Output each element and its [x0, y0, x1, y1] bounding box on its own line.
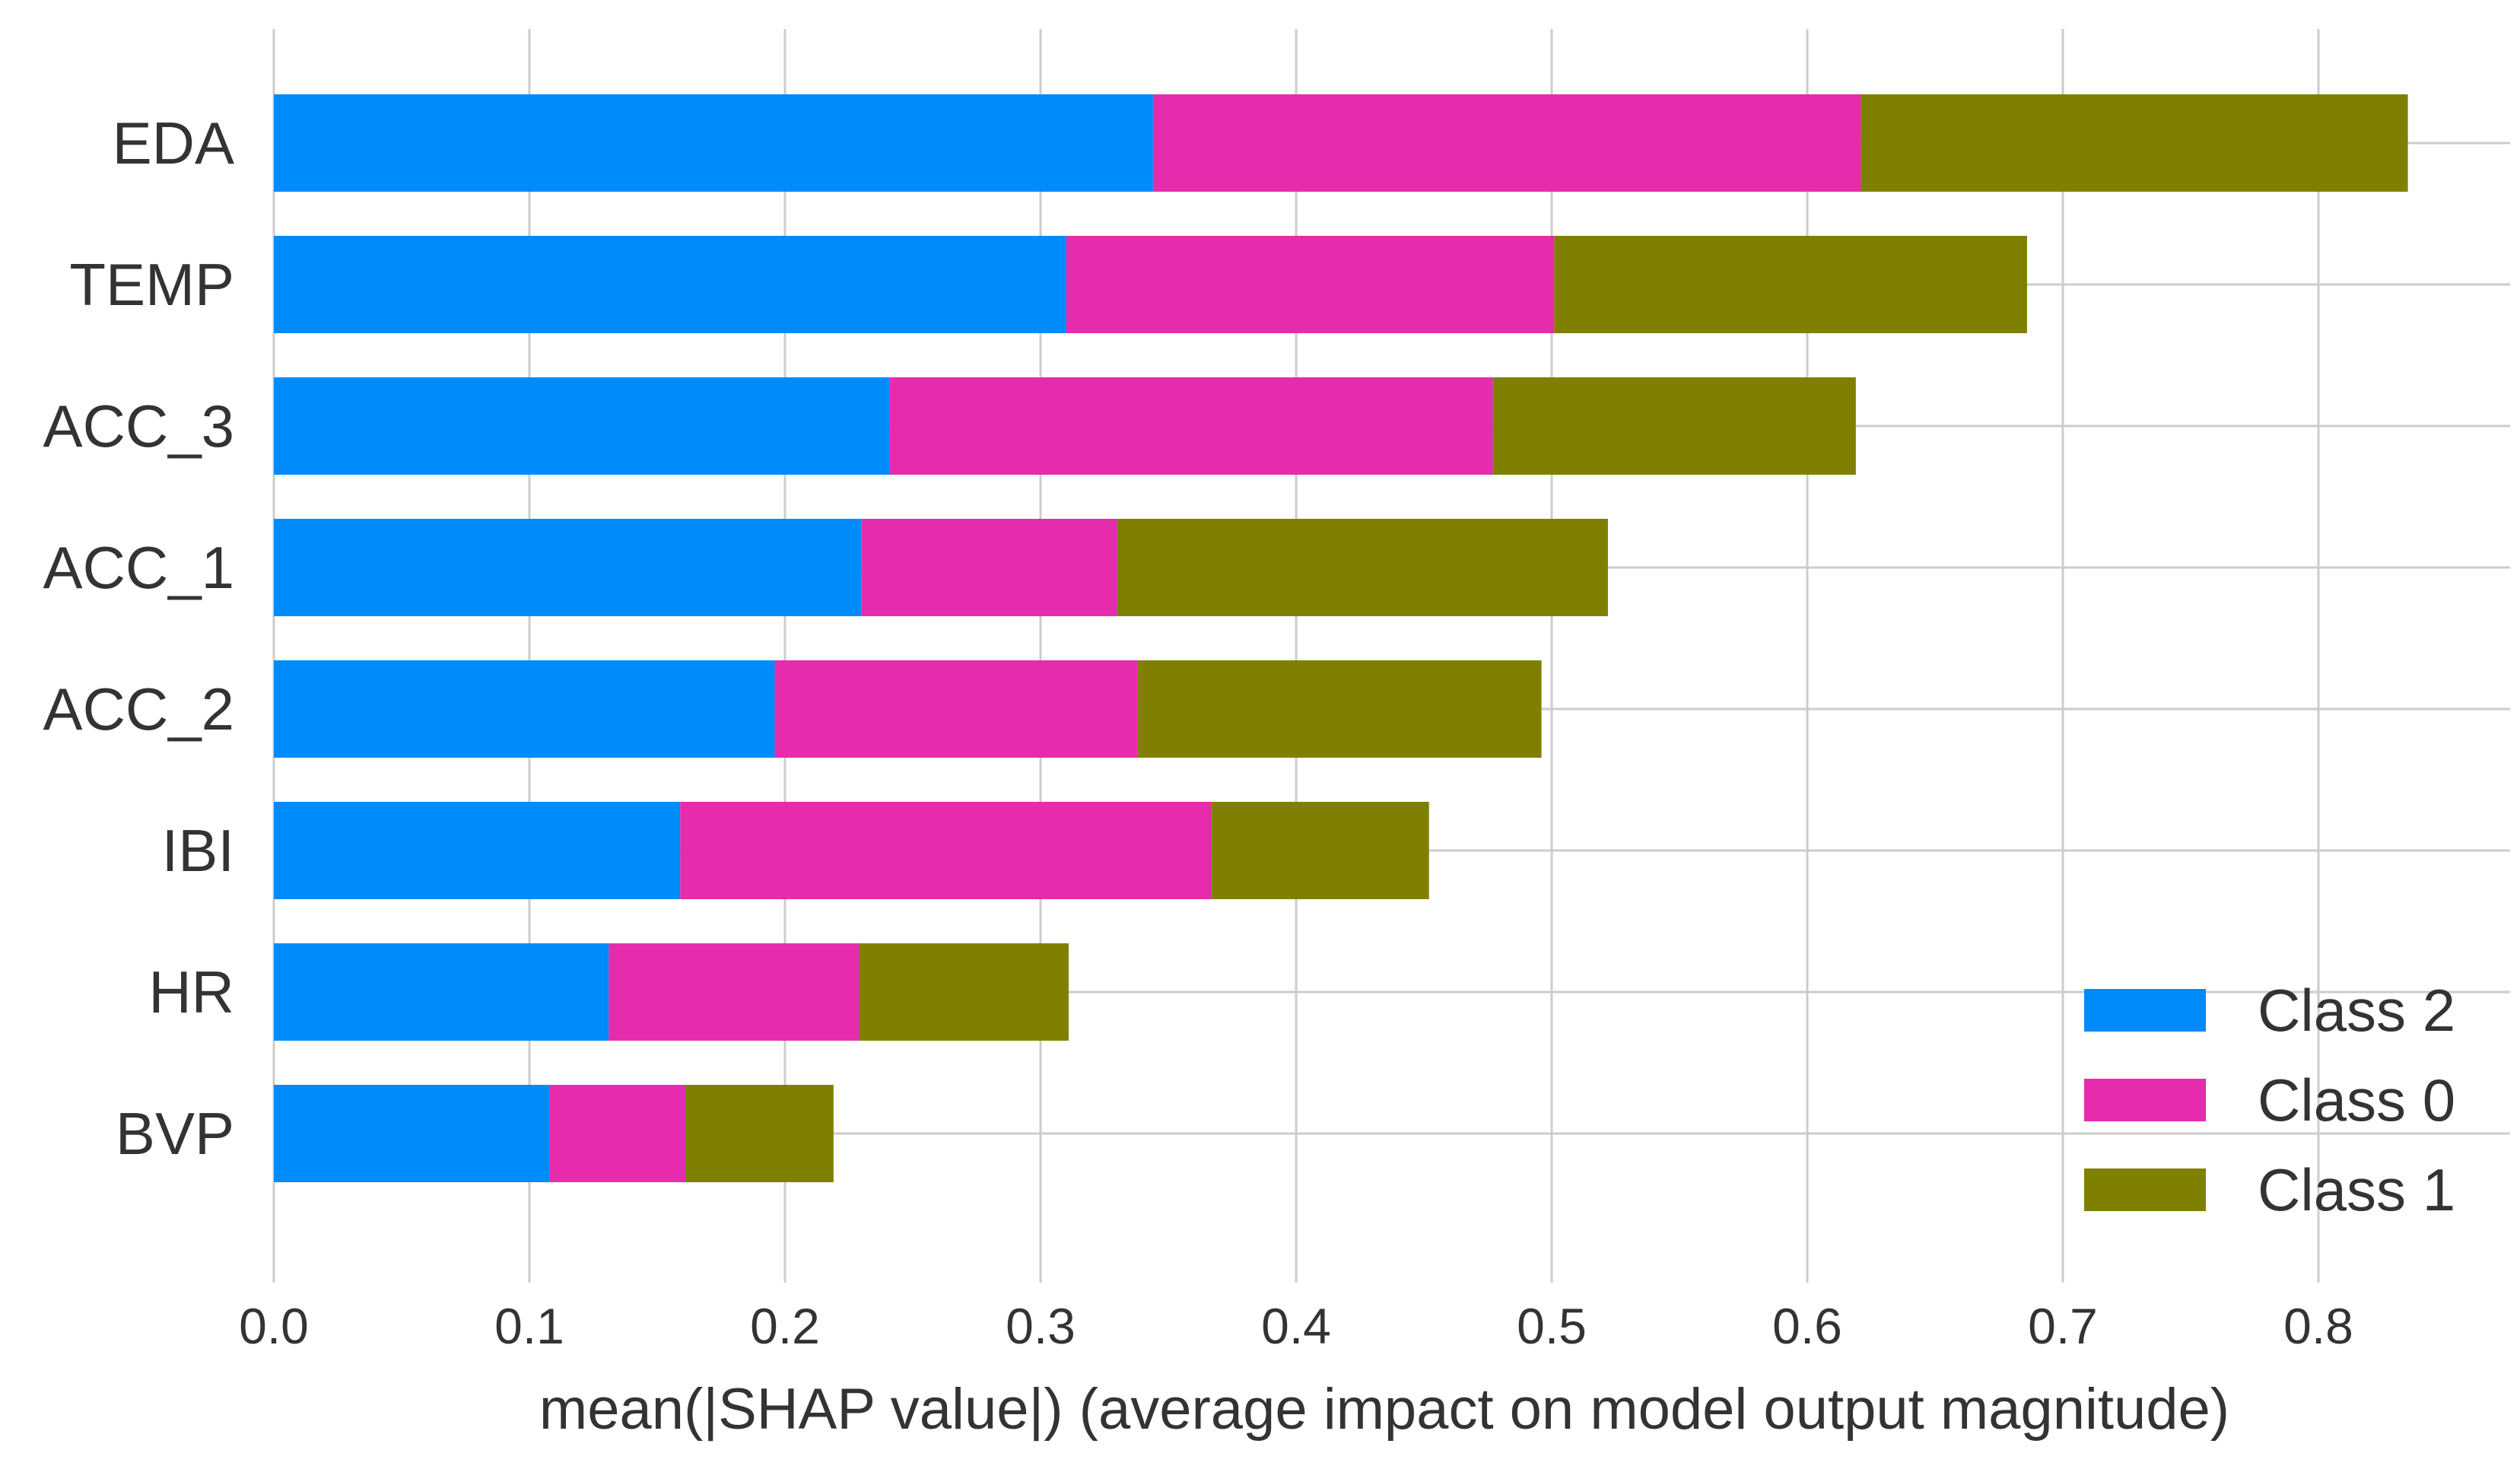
bar-segment — [1137, 660, 1542, 758]
legend-swatch — [2084, 989, 2206, 1032]
legend-label: Class 1 — [2258, 1156, 2455, 1223]
bar-segment — [774, 660, 1138, 758]
bar-segment — [889, 377, 1493, 475]
legend-swatch — [2084, 1169, 2206, 1211]
category-label: ACC_2 — [43, 676, 234, 742]
category-label: ACC_1 — [43, 534, 234, 601]
bar-segment — [1212, 802, 1429, 899]
bar-segment — [1861, 94, 2408, 192]
category-labels: EDA TEMP ACC_3 ACC_1 ACC_2 IBI HR BVP — [43, 110, 234, 1167]
legend-label: Class 0 — [2258, 1067, 2455, 1134]
bar-segment — [274, 236, 1066, 333]
bar-segment — [685, 1085, 834, 1182]
x-tick-label: 0.4 — [1261, 1298, 1331, 1354]
category-label: IBI — [162, 817, 234, 884]
legend-label: Class 2 — [2258, 977, 2455, 1044]
bar-segment — [1152, 94, 1861, 192]
x-tick-label: 0.2 — [750, 1298, 820, 1354]
legend-swatch — [2084, 1079, 2206, 1121]
x-tick-label: 0.0 — [239, 1298, 309, 1354]
x-tick-labels: 0.0 0.1 0.2 0.3 0.4 0.5 0.6 0.7 0.8 — [239, 1298, 2353, 1354]
bar-segment — [680, 802, 1212, 899]
bar-segment — [274, 519, 862, 616]
bar-segment — [1117, 519, 1608, 616]
bar-segment — [1066, 236, 1555, 333]
bars-layer — [274, 94, 2408, 1182]
category-label: ACC_3 — [43, 393, 234, 459]
bar-segment — [274, 943, 609, 1041]
bar-segment — [1492, 377, 1856, 475]
x-tick-label: 0.6 — [1772, 1298, 1842, 1354]
x-tick-label: 0.3 — [1006, 1298, 1076, 1354]
bar-segment — [274, 802, 681, 899]
bar-segment — [1554, 236, 2027, 333]
bar-segment — [274, 660, 775, 758]
bar-segment — [274, 1085, 550, 1182]
category-label: EDA — [113, 110, 234, 176]
bar-segment — [609, 943, 860, 1041]
bar-segment — [274, 377, 890, 475]
x-tick-label: 0.1 — [494, 1298, 564, 1354]
x-tick-label: 0.5 — [1517, 1298, 1587, 1354]
bar-segment — [549, 1085, 685, 1182]
category-label: TEMP — [69, 251, 234, 318]
category-label: BVP — [116, 1100, 234, 1167]
legend: Class 2 Class 0 Class 1 — [2084, 977, 2455, 1223]
x-tick-label: 0.7 — [2028, 1298, 2098, 1354]
bar-segment — [861, 519, 1117, 616]
bar-segment — [274, 94, 1153, 192]
bar-segment — [859, 943, 1069, 1041]
category-label: HR — [148, 959, 234, 1025]
x-axis-title: mean(|SHAP value|) (average impact on mo… — [539, 1377, 2229, 1442]
x-tick-label: 0.8 — [2283, 1298, 2353, 1354]
